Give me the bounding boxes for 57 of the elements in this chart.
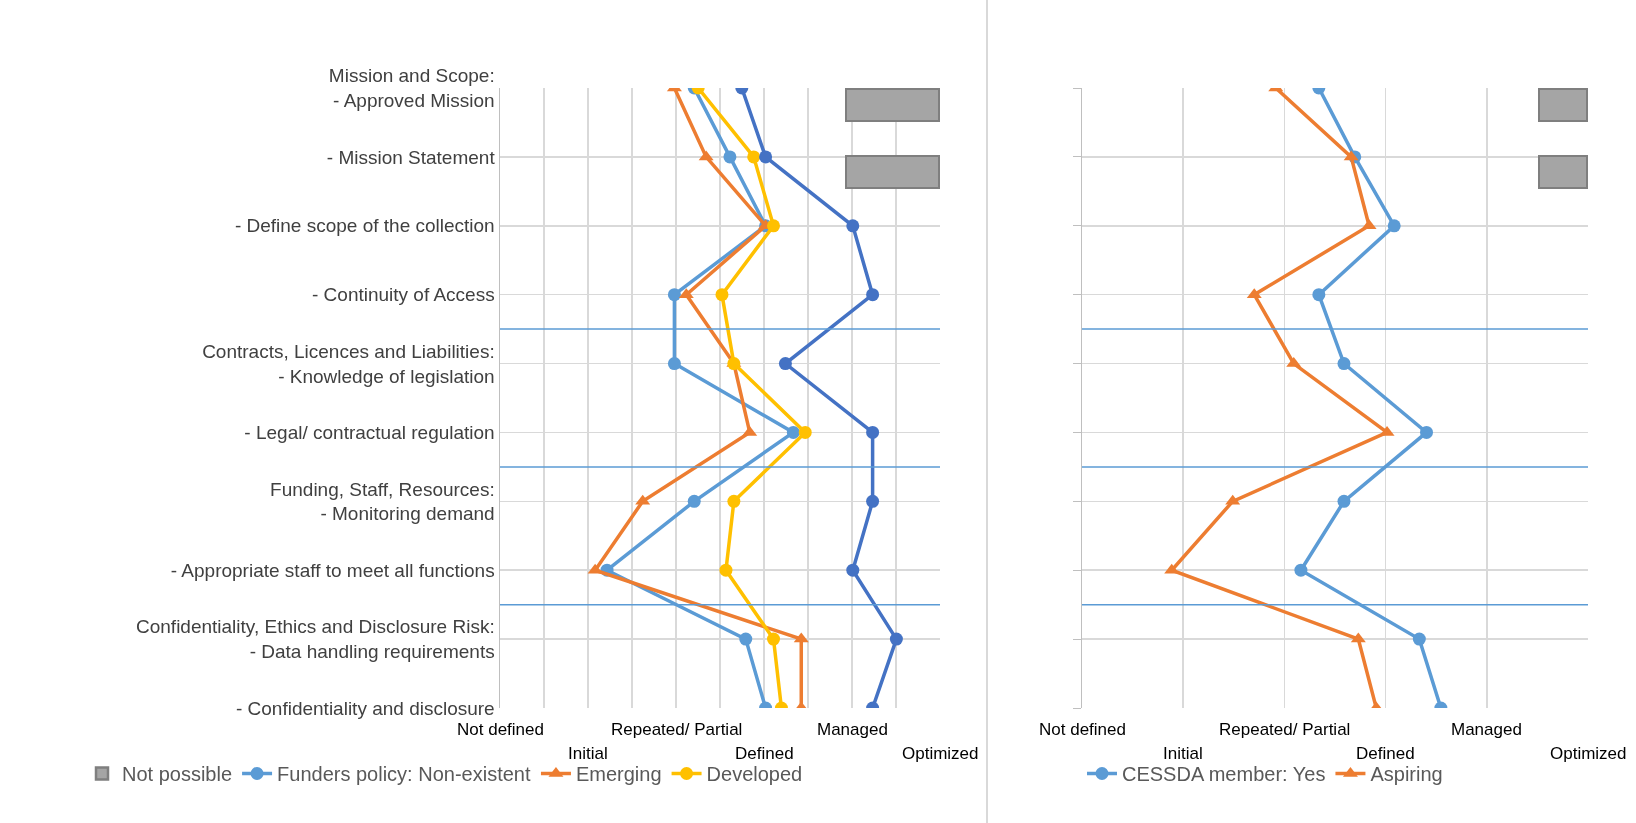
- point: [889, 632, 903, 646]
- y-tick-label: Funding, Staff, Resources: - Monitoring demand: [270, 478, 495, 525]
- point: [719, 563, 733, 577]
- point: [846, 563, 860, 577]
- y-tick-label: - Legal/ contractual regulation: [244, 422, 495, 444]
- text: Repeated/ Partial: [611, 720, 743, 739]
- point: [1412, 632, 1426, 646]
- legend-label: Developed: [706, 763, 803, 786]
- text: Not defined: [1039, 720, 1126, 739]
- y-tick-label: - Define scope of the collection: [234, 215, 495, 237]
- text: Managed: [1451, 720, 1522, 739]
- y-tick-label: - Mission Statement: [326, 146, 496, 168]
- text: Repeated/ Partial: [1219, 720, 1351, 739]
- point: [1420, 425, 1434, 439]
- point: [747, 150, 761, 164]
- point: [1387, 219, 1401, 233]
- text: Optimized: [1550, 744, 1627, 763]
- point: [767, 219, 781, 233]
- text: Defined: [1356, 744, 1415, 763]
- text: Managed: [817, 720, 888, 739]
- text: Defined: [735, 744, 794, 763]
- point: [667, 357, 681, 371]
- text: Initial: [568, 744, 608, 763]
- point: [727, 494, 741, 508]
- point: [866, 425, 880, 439]
- point: [727, 357, 741, 371]
- point: [778, 357, 792, 371]
- point: [687, 494, 701, 508]
- point: [723, 150, 737, 164]
- y-tick-label: - Appropriate staff to meet all functions: [170, 559, 495, 581]
- point: [866, 494, 880, 508]
- legend-label: CESSDA member: Yes: [1122, 763, 1326, 786]
- point: [1337, 494, 1351, 508]
- point: [1337, 357, 1351, 371]
- point: [767, 632, 781, 646]
- text: Initial: [1163, 744, 1203, 763]
- point: [786, 425, 800, 439]
- legend-label: Funders policy: Non-existent: [277, 763, 531, 786]
- point: [1294, 563, 1308, 577]
- y-tick-label: - Continuity of Access: [312, 284, 495, 306]
- point: [759, 150, 773, 164]
- legend-label: Emerging: [575, 763, 662, 786]
- point: [798, 425, 812, 439]
- y-tick-label: Confidentiality, Ethics and Disclosure Risk: - Data handling requirements: [136, 616, 495, 663]
- point: [866, 288, 880, 302]
- point: [715, 288, 729, 302]
- y-tick-label: Mission and Scope: - Approved Mission: [328, 65, 495, 111]
- text: Optimized: [902, 744, 979, 763]
- point: [846, 219, 860, 233]
- y-tick-label: Contracts, Licences and Liabilities: - Knowledge of legislation: [202, 340, 495, 387]
- legend-label: Not possible: [122, 763, 233, 786]
- point: [667, 288, 681, 302]
- point: [1312, 288, 1326, 302]
- legend-label: Aspiring: [1370, 763, 1443, 786]
- text: Not defined: [457, 720, 544, 739]
- point: [739, 632, 753, 646]
- y-tick-label: - Confidentiality and disclosure: [235, 697, 495, 719]
